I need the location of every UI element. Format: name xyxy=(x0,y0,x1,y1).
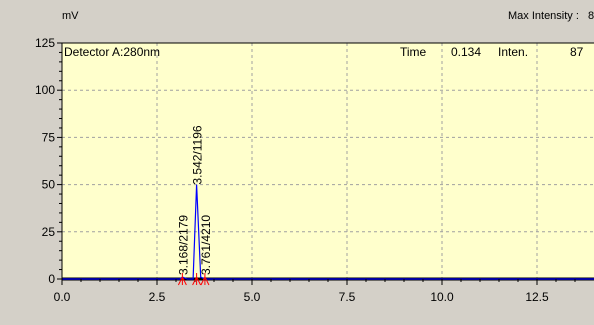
y-tick-label: 25 xyxy=(42,225,56,239)
peak-labels: 3.168/2179 3.542/1196 3.761/4210 xyxy=(176,125,213,286)
x-tick-label: 7.5 xyxy=(339,290,356,304)
axis-ticks: 0 25 50 75 100 125 0.0 2.5 5.0 7.5 10.0 12.5 xyxy=(35,36,576,304)
inten-value: 87 xyxy=(570,45,584,59)
chromatogram-trace xyxy=(62,184,594,280)
y-tick-label: 100 xyxy=(35,83,55,97)
peak-marker-left xyxy=(192,276,198,286)
peak-marker-left xyxy=(177,276,183,286)
plot-area xyxy=(62,43,594,279)
grid xyxy=(62,43,594,279)
x-tick-label: 5.0 xyxy=(244,290,261,304)
inten-label: Inten. xyxy=(498,45,528,59)
peak-label: 3.542/1196 xyxy=(191,125,205,184)
time-label: Time xyxy=(400,45,427,59)
time-value: 0.134 xyxy=(451,45,481,59)
x-tick-label: 10.0 xyxy=(430,290,454,304)
y-tick-label: 0 xyxy=(48,272,55,286)
x-tick-label: 0.0 xyxy=(54,290,71,304)
y-unit-label: mV xyxy=(62,10,79,22)
detector-label: Detector A:280nm xyxy=(64,45,160,59)
peak-marker-right xyxy=(181,276,187,286)
y-tick-label: 50 xyxy=(42,178,56,192)
x-tick-label: 12.5 xyxy=(525,290,549,304)
y-tick-label: 75 xyxy=(42,130,56,144)
y-tick-label: 125 xyxy=(35,36,55,50)
max-intensity-value: 87 xyxy=(588,10,594,22)
peak-marker-right xyxy=(196,276,202,286)
x-tick-label: 2.5 xyxy=(149,290,166,304)
max-intensity-label: Max Intensity : xyxy=(508,10,579,22)
peak-label: 3.761/4210 xyxy=(199,215,213,275)
peak-marker-right xyxy=(204,276,210,286)
peak-label: 3.168/2179 xyxy=(176,215,190,275)
peak-marker-left xyxy=(200,276,206,286)
